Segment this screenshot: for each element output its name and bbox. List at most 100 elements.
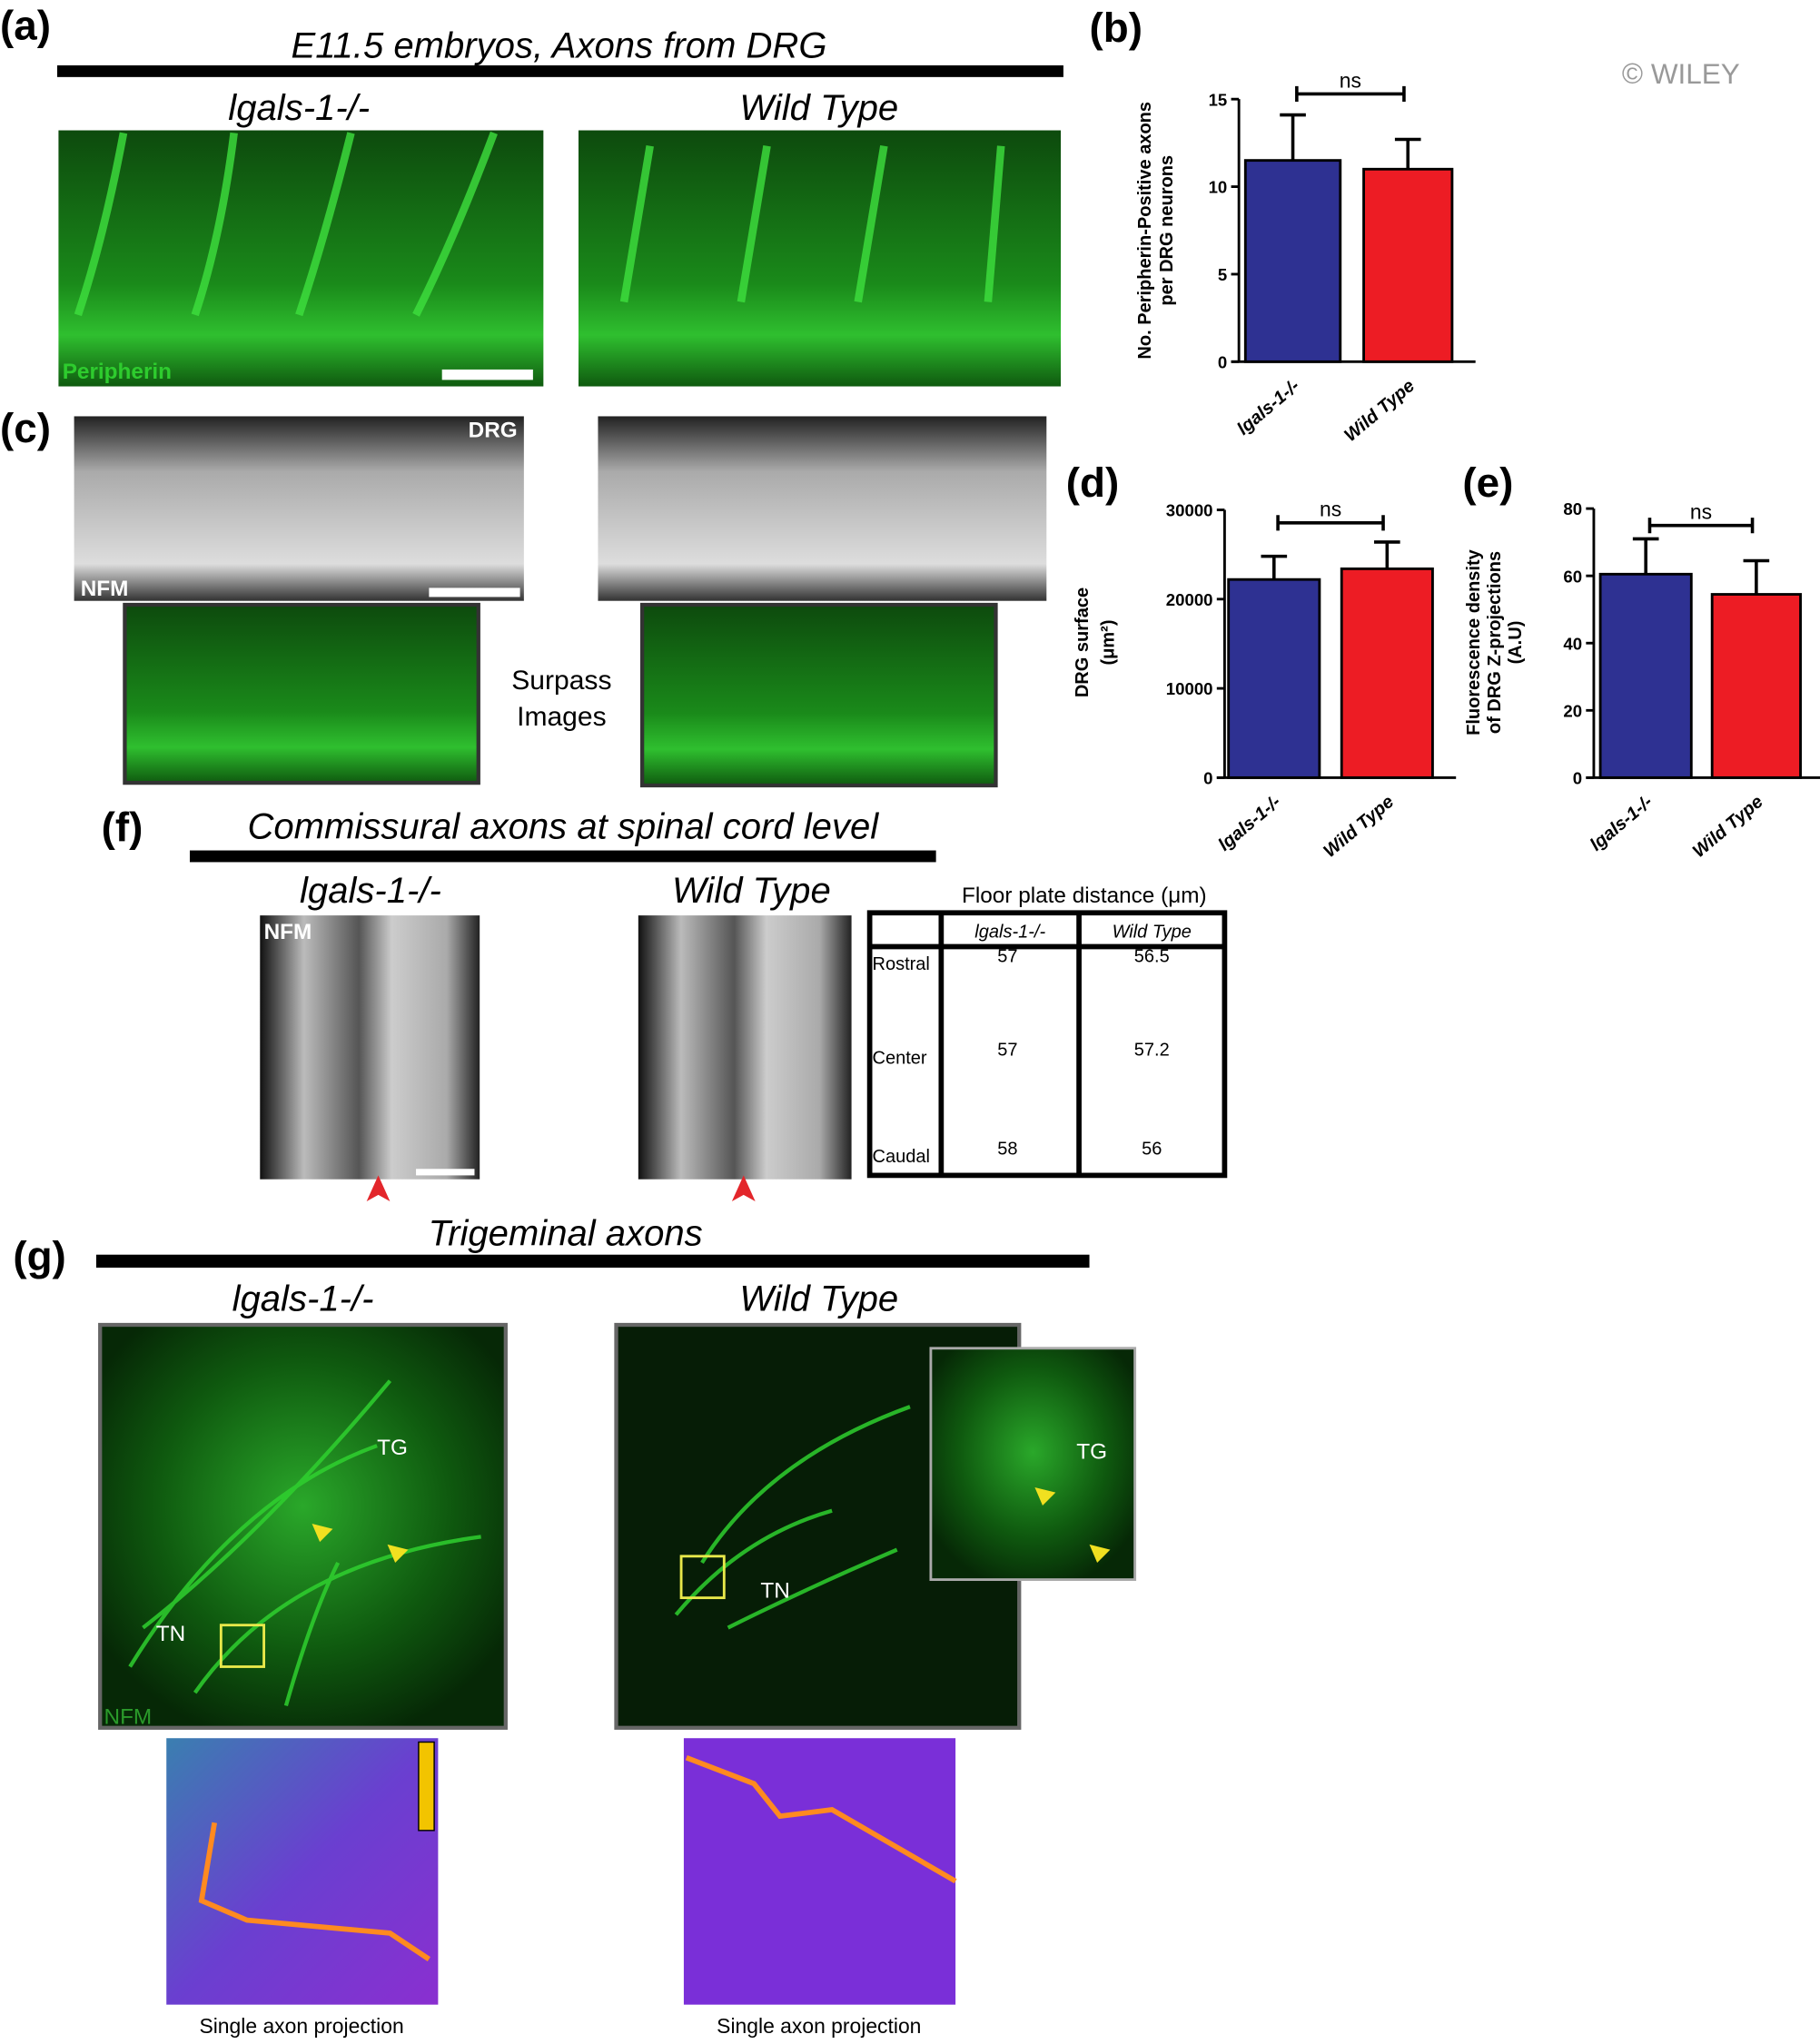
y-tick-label: 0 [1218, 352, 1227, 371]
micrograph [578, 130, 1062, 387]
significance-label: ns [1690, 500, 1712, 524]
x-tick-label: Wild Type [1340, 376, 1419, 446]
y-tick-label: 80 [1563, 499, 1582, 518]
significance-label: ns [1320, 498, 1341, 521]
micrograph [98, 1322, 508, 1730]
bar [1243, 159, 1342, 363]
x-tick-label: Wild Type [1320, 792, 1398, 862]
y-tick-label: 60 [1563, 567, 1582, 586]
colorbar [418, 1741, 435, 1832]
table-header: Wild Type [1113, 922, 1192, 942]
y-tick-label: 0 [1573, 769, 1582, 788]
micrograph [260, 915, 480, 1180]
row-label: Caudal [872, 1147, 929, 1167]
arrowhead [731, 1175, 756, 1202]
significance-bracket [1295, 85, 1406, 103]
region-label: TG [377, 1436, 408, 1460]
panel-label: (b) [1090, 5, 1142, 51]
x-tick-label: lgals-1-/- [1587, 792, 1657, 855]
stain-label: NFM [264, 920, 312, 944]
panel-label: (f) [102, 805, 143, 851]
stain-label: Peripherin [63, 360, 172, 384]
table-border [866, 910, 1228, 1179]
x-tick-label: Wild Type [1689, 792, 1767, 862]
genotype-label: Wild Type [739, 88, 898, 128]
panel-title: E11.5 embryos, Axons from DRG [292, 25, 827, 65]
axon-strokes [74, 131, 1005, 317]
caption: Surpass [511, 666, 611, 696]
table: lgals-1-/- Wild Type Rostral 57 56.5 Center… [866, 910, 1228, 1179]
y-tick-label: 10 [1209, 178, 1228, 197]
watermark: © WILEY [1622, 57, 1740, 90]
y-tick-label: 30000 [1166, 501, 1213, 520]
y-axis-label: No. Peripherin-Positive axons [1135, 102, 1155, 360]
inset-image [929, 1347, 1137, 1582]
y-tick-label: 5 [1218, 265, 1227, 284]
y-axis-label: (A.U) [1506, 621, 1526, 665]
region-label: TN [156, 1622, 185, 1646]
row-label: Center [872, 1048, 926, 1068]
table-cell: 57.2 [1134, 1041, 1170, 1061]
table-cell: 58 [997, 1140, 1017, 1160]
genotype-label: lgals-1-/- [300, 871, 441, 911]
y-tick-label: 15 [1209, 90, 1228, 109]
genotype-label: Wild Type [672, 871, 831, 911]
image-label: NFM [81, 577, 129, 601]
table-title: Floor plate distance (μm) [962, 884, 1207, 908]
scale-bar [429, 588, 520, 597]
y-axis-label: Fluorescence density [1464, 548, 1484, 736]
caption: Single axon projection [717, 2014, 921, 2038]
table-cell: 56.5 [1134, 947, 1170, 967]
micrograph [74, 416, 524, 601]
panel-label: (g) [13, 1233, 65, 1279]
y-tick-label: 10000 [1166, 679, 1213, 698]
y-axis-label: (μm²) [1099, 619, 1119, 665]
micrograph [58, 130, 544, 387]
micrograph [638, 915, 852, 1180]
y-tick-label: 20 [1563, 701, 1582, 720]
panel-title: Trigeminal axons [429, 1214, 703, 1254]
panel-title: Commissural axons at spinal cord level [247, 807, 879, 847]
panel-label: (c) [0, 405, 51, 451]
table-cell: 57 [997, 947, 1017, 967]
heatmap-image [166, 1738, 439, 2005]
axon-strokes [128, 1379, 911, 1707]
scale-bar [441, 369, 533, 380]
y-tick-label: 40 [1563, 634, 1582, 653]
genotype-label: Wild Type [739, 1279, 898, 1318]
y-axis-label: DRG surface [1073, 588, 1093, 697]
region-label: TN [760, 1579, 789, 1604]
surpass-image [639, 602, 998, 788]
caption: Single axon projection [199, 2014, 403, 2038]
panel-label: (d) [1066, 459, 1119, 506]
bar [1710, 593, 1802, 779]
region-label: TG [1076, 1439, 1107, 1464]
table-cell: 57 [997, 1041, 1017, 1061]
y-axis-label: per DRG neurons [1157, 155, 1177, 306]
significance-bracket [1276, 515, 1385, 531]
panel-label: (e) [1462, 459, 1513, 506]
bar [1227, 578, 1321, 779]
scale-bar [416, 1169, 475, 1176]
bar [1598, 572, 1693, 779]
stain-label: NFM [104, 1704, 153, 1729]
x-tick-label: lgals-1-/- [1233, 376, 1303, 439]
bar [1362, 167, 1454, 363]
table-header: lgals-1-/- [974, 922, 1045, 942]
y-axis-label: of DRG Z-projections [1485, 551, 1505, 734]
table-cell: 56 [1142, 1140, 1162, 1160]
surpass-image [123, 602, 480, 785]
arrowhead [366, 1175, 391, 1202]
image-label: DRG [469, 418, 518, 442]
title-bar [56, 64, 1063, 77]
roi-box [679, 1555, 726, 1600]
x-tick-label: lgals-1-/- [1214, 792, 1284, 855]
significance-label: ns [1340, 68, 1361, 92]
title-bar [95, 1254, 1090, 1269]
row-label: Rostral [872, 954, 929, 974]
significance-bracket [1647, 518, 1755, 534]
genotype-label: lgals-1-/- [228, 88, 370, 128]
panel-label: (a) [0, 2, 51, 48]
